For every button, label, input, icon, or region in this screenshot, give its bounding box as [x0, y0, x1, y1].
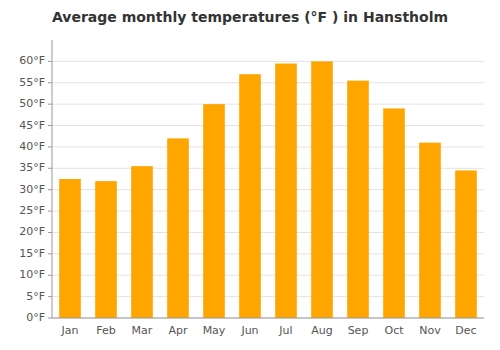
- x-tick-label: Sep: [348, 324, 369, 337]
- bar: [239, 74, 261, 318]
- x-tick-label: May: [203, 324, 226, 337]
- x-tick-label: Jan: [61, 324, 79, 337]
- x-tick-label: Nov: [419, 324, 441, 337]
- bar: [167, 138, 189, 318]
- bar: [95, 181, 117, 318]
- y-axis-line: [52, 40, 53, 318]
- bar: [383, 108, 405, 318]
- bar: [347, 81, 369, 318]
- x-tick-label: Dec: [455, 324, 476, 337]
- y-tick-label: 50°F: [19, 97, 45, 110]
- y-tick-label: 40°F: [19, 140, 45, 153]
- x-axis: Jan Feb Mar Apr May Jun Jul Aug Sep Oct Nov Dec: [52, 318, 484, 337]
- grid: [52, 61, 484, 318]
- bar: [275, 64, 297, 318]
- x-tick-label: Jun: [240, 324, 258, 337]
- y-tick-label: 45°F: [19, 119, 45, 132]
- bar: [59, 179, 81, 318]
- y-tick-label: 60°F: [19, 54, 45, 67]
- x-tick-label: Feb: [96, 324, 115, 337]
- grid-line: [52, 61, 484, 62]
- grid-line: [52, 82, 484, 83]
- y-tick-label: 20°F: [19, 225, 45, 238]
- bars: [59, 61, 477, 318]
- y-tick-label: 15°F: [19, 247, 45, 260]
- bar: [203, 104, 225, 318]
- chart-container: 0°F 5°F 10°F 15°F 20°F 25°F 30°F 35°F 40°F 45°F 50…: [0, 0, 500, 350]
- y-tick: [48, 104, 52, 105]
- bar: [455, 170, 477, 318]
- x-tick-label: Oct: [384, 324, 404, 337]
- bar: [311, 61, 333, 318]
- y-tick: [48, 275, 52, 276]
- y-tick: [48, 82, 52, 83]
- chart-svg: 0°F 5°F 10°F 15°F 20°F 25°F 30°F 35°F 40°F 45°F 50…: [0, 0, 500, 350]
- y-tick: [48, 189, 52, 190]
- y-tick: [48, 211, 52, 212]
- grid-line: [52, 318, 484, 319]
- bar: [131, 166, 153, 318]
- y-tick: [48, 168, 52, 169]
- y-tick-label: 25°F: [19, 204, 45, 217]
- y-tick-label: 5°F: [26, 290, 45, 303]
- y-tick: [48, 146, 52, 147]
- y-tick: [48, 232, 52, 233]
- y-tick-label: 30°F: [19, 183, 45, 196]
- y-tick: [48, 296, 52, 297]
- chart-title: Average monthly temperatures (°F ) in Ha…: [52, 9, 448, 25]
- y-tick-label: 35°F: [19, 161, 45, 174]
- x-tick-label: Apr: [168, 324, 188, 337]
- x-tick-label: Mar: [132, 324, 153, 337]
- x-axis-line: [52, 318, 484, 319]
- y-tick: [48, 253, 52, 254]
- x-tick-label: Aug: [311, 324, 332, 337]
- y-tick-label: 55°F: [19, 76, 45, 89]
- y-tick: [48, 318, 52, 319]
- y-tick: [48, 61, 52, 62]
- y-tick: [48, 125, 52, 126]
- y-tick-label: 10°F: [19, 268, 45, 281]
- y-tick-label: 0°F: [26, 311, 45, 324]
- grid-line: [52, 104, 484, 105]
- y-axis: 0°F 5°F 10°F 15°F 20°F 25°F 30°F 35°F 40°F 45°F 50…: [19, 40, 52, 324]
- grid-line: [52, 125, 484, 126]
- bar: [419, 143, 441, 318]
- x-tick-label: Jul: [278, 324, 292, 337]
